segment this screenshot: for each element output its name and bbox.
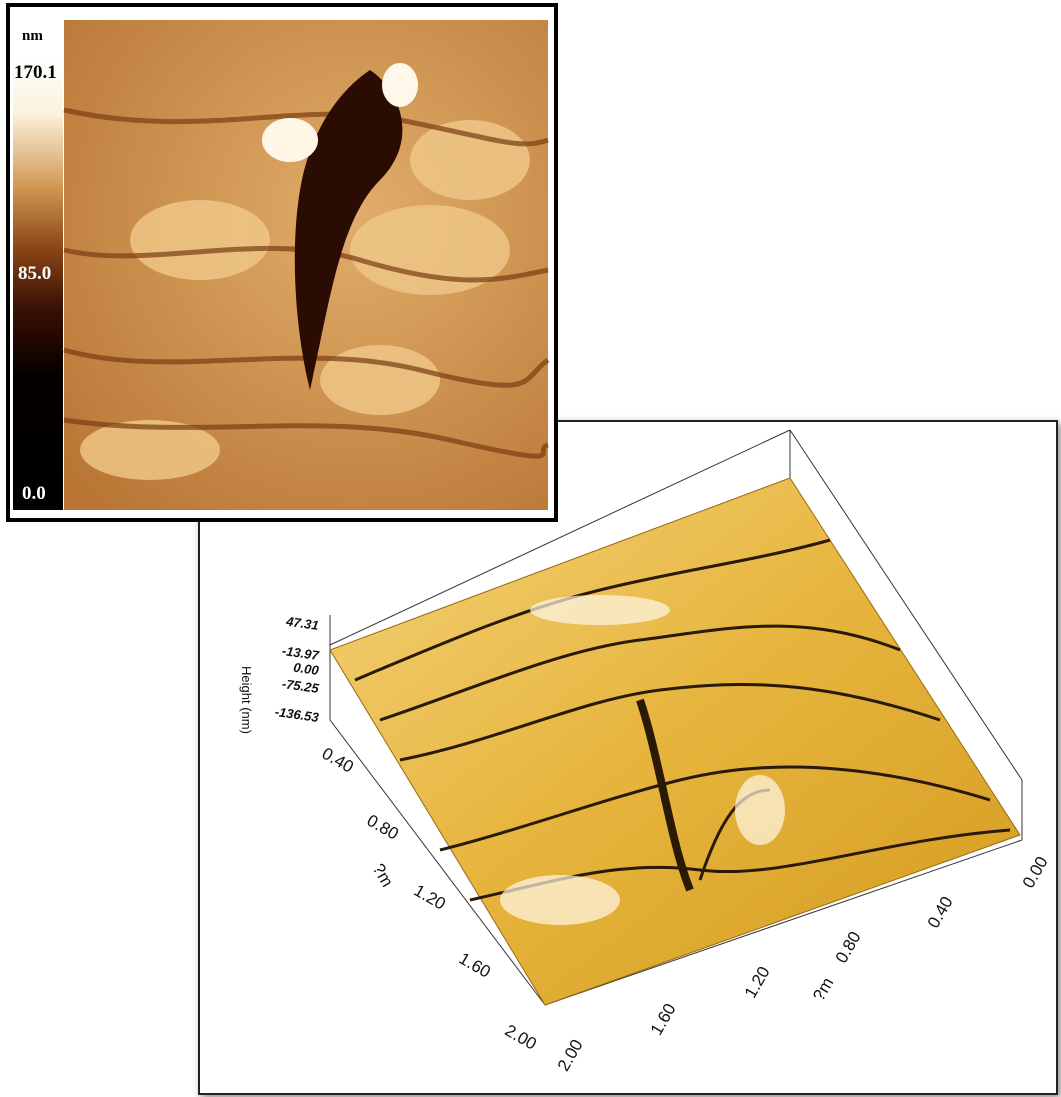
colorbar-tick-label: 0.0 xyxy=(22,483,46,504)
z-tick-label: -13.97 xyxy=(281,643,320,663)
colorbar-tick-label: 170.1 xyxy=(14,62,57,83)
axis-line xyxy=(329,719,546,1006)
colorbar-tick-label: 85.0 xyxy=(18,263,51,284)
axis-line xyxy=(329,429,791,646)
colorbar-unit: nm xyxy=(22,28,43,44)
colorbar xyxy=(13,60,63,510)
z-tick-label: 0.00 xyxy=(293,660,321,678)
axis-line xyxy=(544,839,1023,1006)
surface-highlights xyxy=(500,595,785,925)
z-tick-label: 47.31 xyxy=(284,613,319,633)
z-tick-label: -75.25 xyxy=(281,676,320,696)
z-tick-label: -136.53 xyxy=(274,704,321,725)
axis-line xyxy=(789,429,1023,781)
afm-features xyxy=(63,63,550,480)
surface xyxy=(329,477,1021,1006)
z-axis-label: Height (nm) xyxy=(239,666,254,734)
surface-plot xyxy=(329,429,1023,1006)
